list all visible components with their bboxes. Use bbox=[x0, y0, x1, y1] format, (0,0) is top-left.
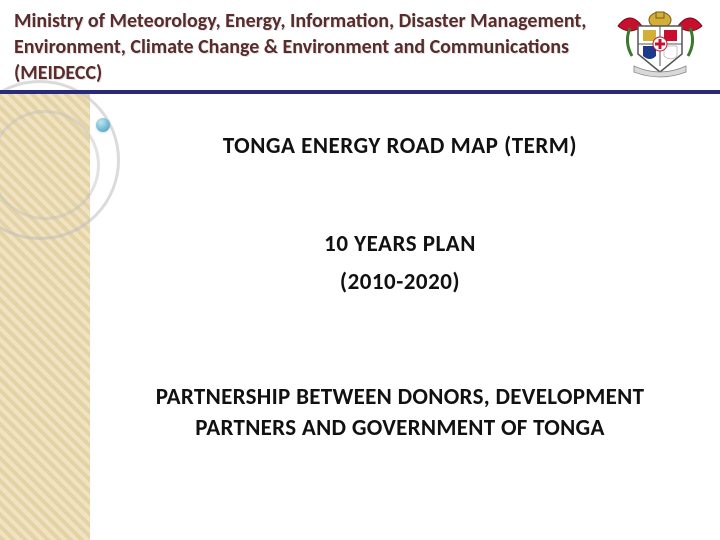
title-term: TONGA ENERGY ROAD MAP (TERM) bbox=[120, 132, 680, 160]
spacer bbox=[120, 296, 680, 382]
ministry-title: Ministry of Meteorology, Energy, Informa… bbox=[14, 8, 602, 86]
subtitle-years-plan: 10 YEARS PLAN bbox=[120, 230, 680, 258]
partnership-line: PARTNERSHIP BETWEEN DONORS, DEVELOPMENT … bbox=[120, 382, 680, 444]
header: Ministry of Meteorology, Energy, Informa… bbox=[0, 0, 720, 94]
spacer bbox=[120, 160, 680, 230]
tonga-crest-icon bbox=[612, 6, 708, 78]
slide: Ministry of Meteorology, Energy, Informa… bbox=[0, 0, 720, 540]
subtitle-year-range: (2010-2020) bbox=[120, 268, 680, 296]
spacer bbox=[120, 258, 680, 268]
content-area: TONGA ENERGY ROAD MAP (TERM) 10 YEARS PL… bbox=[90, 100, 710, 530]
